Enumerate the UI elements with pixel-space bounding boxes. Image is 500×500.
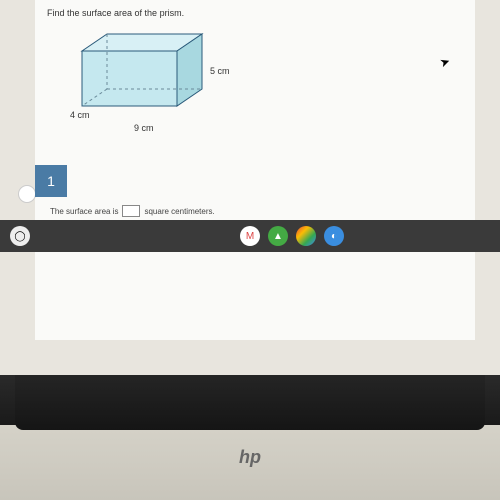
laptop-bezel: hp [0,375,500,500]
question-number-badge: 1 [35,165,67,197]
taskbar: ◯ M ▲ ◐ [0,220,500,252]
width-label: 4 cm [70,110,90,120]
question-prompt: Find the surface area of the prism. [47,8,463,18]
gmail-icon[interactable]: M [240,226,260,246]
prism-diagram: 5 cm 4 cm 9 cm [62,26,242,146]
nav-button[interactable] [18,185,36,203]
answer-input[interactable] [122,205,140,217]
answer-prefix: The surface area is [50,207,118,216]
height-label: 5 cm [210,66,230,76]
chrome-icon[interactable] [296,226,316,246]
bezel-dark [15,375,485,430]
length-label: 9 cm [134,123,154,133]
taskbar-left: ◯ [10,226,30,246]
launcher-icon[interactable]: ◯ [10,226,30,246]
app-icon-blue[interactable]: ◐ [324,226,344,246]
screen-area: Find the surface area of the prism. 5 cm… [0,0,500,380]
content-panel: Find the surface area of the prism. 5 cm… [35,0,475,340]
hp-logo: hp [239,447,261,468]
app-icon[interactable]: ▲ [268,226,288,246]
prism-front-face [82,51,177,106]
answer-row: The surface area is square centimeters. [50,205,215,217]
taskbar-right: M ▲ ◐ [240,226,344,246]
answer-suffix: square centimeters. [144,207,214,216]
